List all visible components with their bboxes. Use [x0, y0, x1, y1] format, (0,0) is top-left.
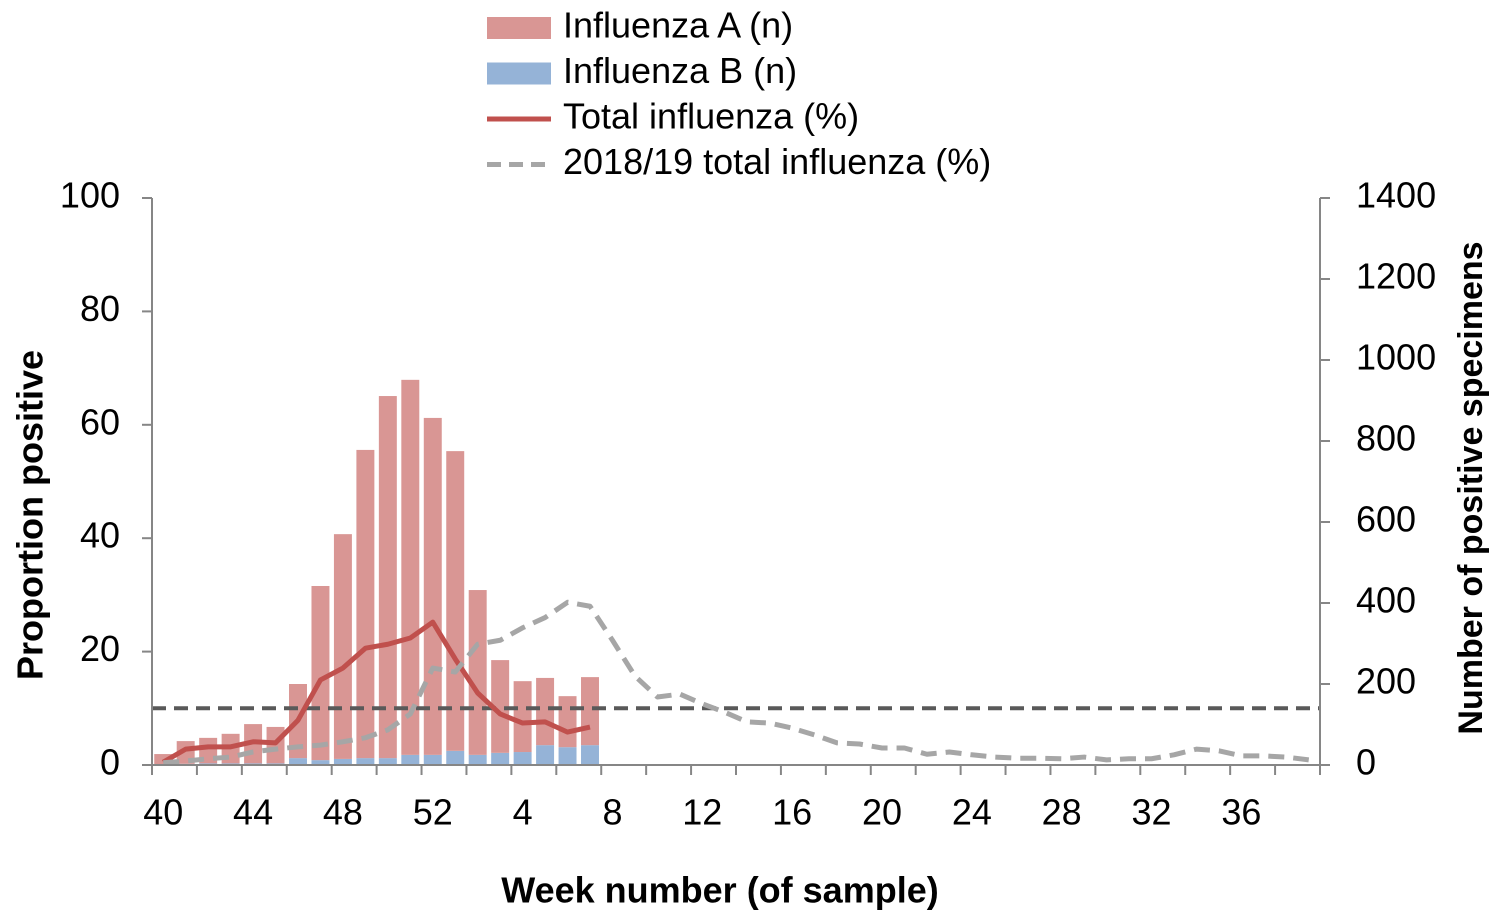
x-tick-label: 12 — [682, 792, 722, 833]
bar — [468, 590, 487, 755]
y-tick-label: 0 — [100, 742, 120, 783]
y-axis-title: Proportion positive — [10, 350, 51, 680]
legend-label: Influenza B (n) — [563, 50, 797, 91]
bar — [536, 745, 555, 765]
y-tick-label: 80 — [80, 288, 120, 329]
y2-tick-label: 1400 — [1356, 175, 1436, 216]
y2-tick-label: 1200 — [1356, 256, 1436, 297]
bar — [378, 758, 397, 765]
legend-swatch — [487, 17, 551, 39]
x-tick-label: 40 — [143, 792, 183, 833]
x-tick-label: 4 — [513, 792, 533, 833]
bar — [558, 747, 577, 765]
bar — [423, 754, 442, 765]
bar — [446, 451, 465, 751]
bar — [401, 754, 420, 765]
line — [161, 619, 591, 765]
y2-tick-label: 0 — [1356, 742, 1376, 783]
bar — [446, 750, 465, 765]
x-tick-label: 48 — [323, 792, 363, 833]
bar — [311, 585, 330, 761]
x-tick-label: 28 — [1042, 792, 1082, 833]
bar — [333, 534, 352, 759]
line — [163, 599, 1310, 766]
bar — [581, 745, 599, 765]
x-tick-label: 16 — [772, 792, 812, 833]
y2-tick-label: 800 — [1356, 418, 1416, 459]
x-axis-title: Week number (of sample) — [501, 870, 938, 911]
bar — [289, 758, 307, 765]
y-tick-label: 60 — [80, 401, 120, 442]
bar — [154, 754, 173, 765]
legend-label: 2018/19 total influenza (%) — [563, 141, 991, 182]
y2-tick-label: 400 — [1356, 580, 1416, 621]
bar — [401, 379, 420, 755]
bar — [468, 754, 487, 765]
x-tick-label: 36 — [1221, 792, 1261, 833]
bar — [536, 677, 555, 746]
y-tick-label: 40 — [80, 515, 120, 556]
x-tick-label: 24 — [952, 792, 992, 833]
bar — [311, 760, 330, 765]
legend-swatch — [487, 62, 551, 85]
x-tick-label: 32 — [1132, 792, 1172, 833]
bar — [333, 758, 352, 765]
y2-tick-label: 200 — [1356, 661, 1416, 702]
bar — [491, 660, 510, 753]
bar — [513, 681, 532, 753]
bar — [423, 417, 442, 755]
bar — [491, 752, 510, 765]
legend-label: Total influenza (%) — [563, 96, 859, 137]
x-tick-label: 20 — [862, 792, 902, 833]
legend-label: Influenza A (n) — [563, 5, 793, 46]
y-tick-label: 100 — [60, 175, 120, 216]
x-tick-label: 44 — [233, 792, 273, 833]
y2-axis-title: Number of positive specimens — [1452, 241, 1490, 734]
bar — [378, 396, 397, 759]
x-tick-label: 52 — [413, 792, 453, 833]
y-tick-label: 20 — [80, 628, 120, 669]
y2-tick-label: 600 — [1356, 499, 1416, 540]
bar — [581, 677, 599, 746]
y2-tick-label: 1000 — [1356, 337, 1436, 378]
bar — [558, 696, 577, 748]
x-tick-label: 8 — [602, 792, 622, 833]
bar — [356, 758, 375, 765]
bar — [356, 449, 375, 759]
bar — [513, 752, 532, 765]
